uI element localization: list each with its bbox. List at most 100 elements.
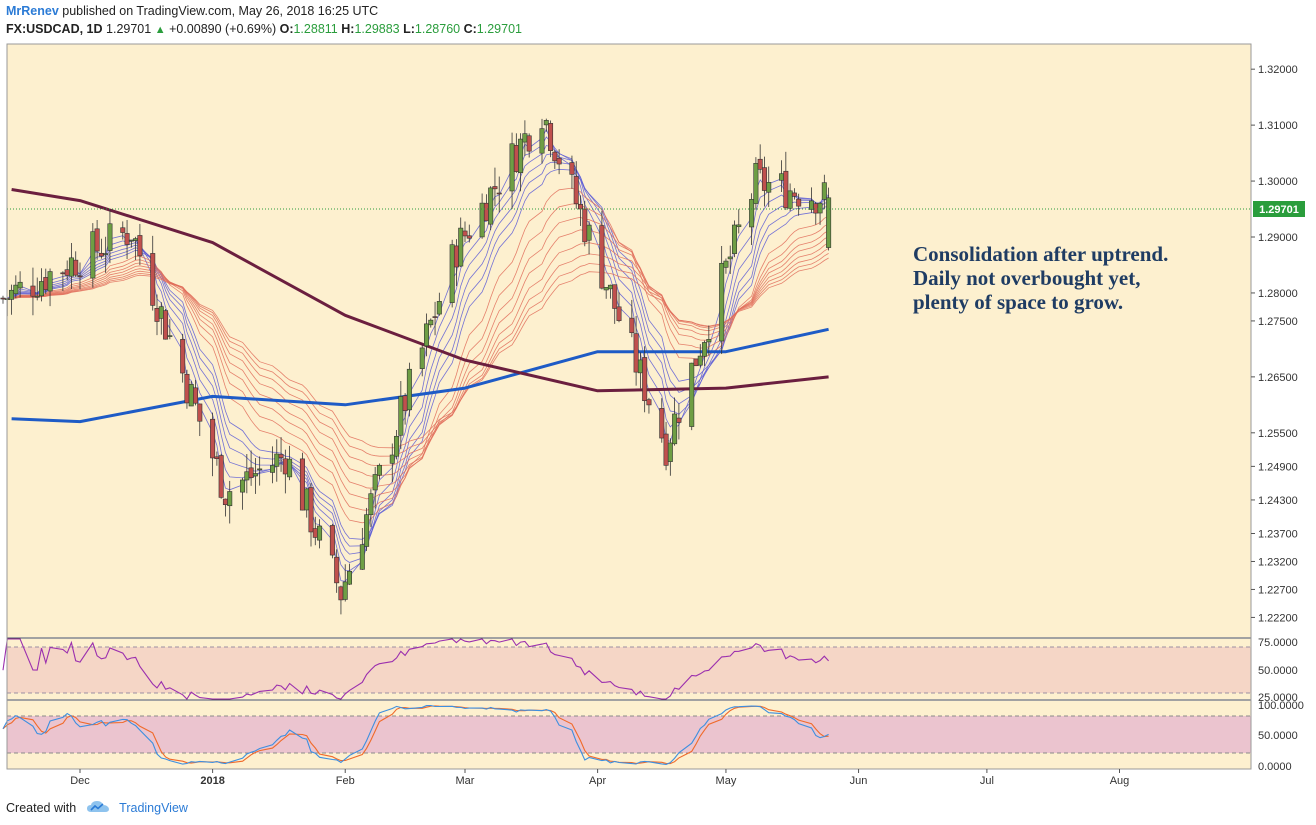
candle-body — [428, 319, 434, 326]
candle-body — [312, 528, 318, 538]
author-link[interactable]: MrRenev — [6, 4, 59, 18]
slow-ma-line — [3, 242, 829, 477]
candle-body — [287, 458, 293, 478]
last-price: 1.29701 — [106, 22, 152, 36]
candle-body — [419, 347, 425, 369]
chart-annotation: Consolidation after uptrend. Daily not o… — [913, 242, 1243, 314]
candle-body — [30, 285, 36, 297]
candle-body — [466, 235, 472, 239]
candle-body — [423, 323, 429, 347]
candle-body — [612, 284, 618, 309]
candle-body — [787, 190, 793, 209]
axes: 1.32000 1.31000 1.30000 1.29000 1.28000 1.275… — [70, 64, 1304, 787]
symbol-info: FX:USDCAD, 1D 1.29701 ▲ +0.00890 (+0.69%… — [6, 22, 522, 36]
candle-body — [120, 227, 126, 233]
price-tick-label: 1.22200 — [1258, 612, 1298, 624]
candle-body — [539, 128, 545, 154]
candle-body — [338, 586, 344, 601]
candle-body — [406, 368, 412, 411]
close-value: 1.29701 — [476, 22, 522, 36]
tradingview-link[interactable]: TradingView — [119, 800, 188, 815]
candle-body — [779, 173, 785, 181]
candle-body — [359, 544, 365, 570]
candle-body — [394, 435, 400, 457]
candle-body — [64, 269, 70, 276]
x-tick-label: Feb — [336, 775, 355, 787]
candle-body — [0, 297, 6, 300]
candle-body — [646, 399, 652, 406]
candle-body — [124, 233, 130, 245]
candle-body — [368, 493, 374, 516]
candle-body — [346, 570, 352, 585]
candle-body — [808, 200, 814, 210]
candle-body — [753, 163, 759, 204]
candle-body — [826, 197, 832, 248]
candle-body — [317, 525, 323, 541]
candle-body — [706, 339, 712, 343]
candle-body — [821, 182, 827, 200]
candle-body — [569, 162, 575, 175]
candle-body — [749, 199, 755, 228]
candle-body — [462, 230, 468, 237]
price-tick-label: 1.24900 — [1258, 461, 1298, 473]
candle-body — [299, 458, 305, 511]
rsi-tick-label: 25.0000 — [1258, 692, 1298, 704]
price-tick-label: 1.23700 — [1258, 529, 1298, 541]
stoch-tick-label: 0.0000 — [1258, 761, 1292, 773]
candle-body — [308, 487, 314, 533]
candle-body — [227, 491, 233, 507]
rsi-band — [7, 647, 1251, 693]
candle-body — [334, 556, 340, 584]
candles — [0, 118, 832, 615]
candle-body — [214, 456, 220, 459]
candle-body — [248, 467, 254, 479]
tradingview-cloud-icon — [86, 800, 110, 817]
candle-body — [158, 306, 164, 319]
candle-body — [389, 454, 395, 464]
candle-body — [150, 253, 156, 306]
slow-ma-line — [3, 257, 829, 449]
candle-body — [304, 488, 310, 511]
created-with-text: Created with — [6, 800, 77, 815]
candle-body — [98, 252, 104, 257]
price-tick-label: 1.27500 — [1258, 316, 1298, 328]
price-tick-label: 1.26500 — [1258, 372, 1298, 384]
candle-body — [274, 453, 280, 467]
candle-body — [133, 238, 139, 241]
candle-body — [197, 403, 203, 422]
candle-body — [599, 225, 605, 289]
low-label: L: — [403, 22, 415, 36]
candle-body — [552, 151, 558, 162]
candle-body — [496, 192, 502, 195]
footer: Created with TradingView — [6, 800, 188, 817]
candle-body — [757, 158, 763, 170]
candle-body — [659, 408, 665, 439]
candle-body — [188, 384, 194, 407]
candle-body — [17, 281, 23, 289]
candle-body — [783, 170, 789, 209]
candle-body — [689, 362, 695, 427]
candle-body — [240, 479, 246, 493]
candle-body — [193, 387, 199, 404]
rsi-line — [2, 638, 830, 700]
x-tick-label: Jul — [980, 775, 994, 787]
x-tick-label: Dec — [70, 775, 90, 787]
candle-body — [13, 284, 19, 295]
candle-body — [163, 310, 169, 340]
candle-body — [736, 224, 742, 228]
candle-body — [518, 138, 524, 174]
candle-body — [629, 317, 635, 334]
candle-body — [107, 223, 113, 251]
candle-body — [633, 333, 639, 373]
candle-body — [103, 253, 109, 255]
high-label: H: — [341, 22, 355, 36]
candle-body — [167, 335, 173, 337]
candle-body — [269, 465, 275, 473]
candle-body — [210, 418, 216, 459]
candle-body — [180, 339, 186, 374]
candle-body — [813, 203, 819, 214]
triangle-up-icon: ▲ — [154, 24, 166, 36]
candle-body — [222, 498, 228, 506]
candle-body — [522, 133, 528, 143]
